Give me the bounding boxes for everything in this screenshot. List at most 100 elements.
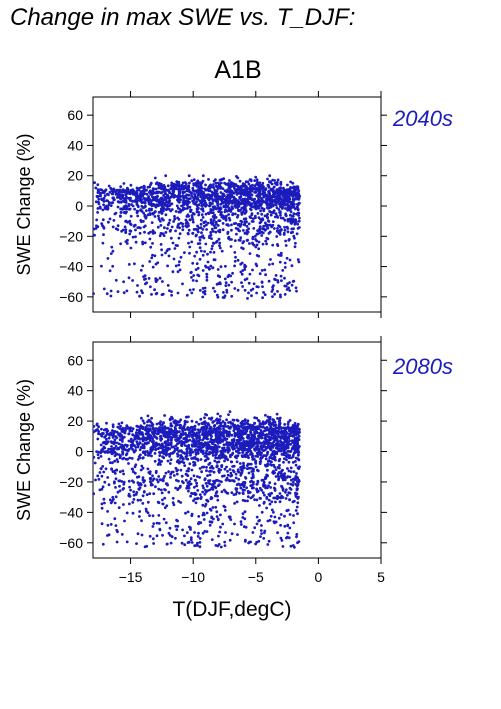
scatter-point: [276, 244, 280, 248]
scatter-point: [135, 440, 139, 443]
scatter-point: [257, 247, 261, 251]
scatter-point: [102, 470, 106, 474]
scatter-point: [135, 433, 139, 436]
scatter-point: [204, 424, 208, 428]
scatter-point: [178, 260, 181, 264]
scatter-point: [237, 478, 241, 481]
scatter-point: [274, 500, 277, 504]
scatter-point: [292, 444, 296, 448]
scatter-point: [211, 266, 215, 270]
scatter-point: [187, 540, 191, 544]
scatter-point: [268, 263, 271, 266]
scatter-point: [264, 457, 268, 461]
scatter-point: [287, 197, 290, 201]
scatter-point: [173, 186, 177, 189]
scatter-point: [288, 498, 291, 502]
scatter-point: [180, 426, 184, 430]
scatter-point: [159, 224, 163, 227]
scatter-point: [147, 471, 151, 474]
scatter-point: [249, 179, 253, 183]
scatter-point: [273, 465, 277, 469]
scatter-point: [280, 469, 283, 473]
scatter-point: [97, 477, 101, 481]
scatter-point: [149, 201, 153, 205]
scatter-point: [128, 229, 132, 233]
scatter-point: [148, 237, 152, 241]
scatter-point: [157, 522, 161, 525]
scatter-point: [150, 256, 154, 260]
scatter-point: [135, 475, 139, 479]
scatter-point: [264, 463, 268, 467]
scatter-point: [212, 198, 216, 202]
scatter-point: [162, 209, 165, 213]
scatter-point: [250, 479, 254, 483]
scatter-point: [286, 183, 289, 187]
scatter-point: [112, 219, 116, 222]
scatter-point: [163, 201, 166, 205]
scatter-point: [241, 241, 245, 245]
scatter-point: [126, 188, 130, 192]
scatter-point: [238, 491, 241, 495]
scatter-point: [265, 242, 268, 246]
scatter-point: [161, 498, 164, 502]
scatter-point: [132, 480, 136, 484]
scatter-point: [225, 290, 229, 294]
scatter-point: [128, 219, 132, 223]
scatter-point: [169, 476, 172, 479]
scatter-point: [254, 245, 258, 249]
scatter-point: [188, 438, 192, 442]
scatter-point: [165, 249, 169, 253]
scatter-point: [157, 514, 161, 517]
scatter-point: [210, 194, 214, 198]
scatter-point: [229, 471, 233, 475]
scatter-point: [110, 445, 113, 448]
scatter-point: [164, 251, 167, 255]
scatter-point: [153, 459, 157, 463]
scatter-point: [214, 453, 218, 457]
scatter-point: [155, 181, 159, 185]
scatter-point: [122, 482, 126, 486]
scatter-point: [196, 459, 200, 462]
scatter-point: [216, 544, 220, 548]
scatter-point: [250, 202, 254, 206]
scatter-point: [211, 454, 215, 457]
scatter-point: [215, 185, 219, 189]
scatter-point: [138, 430, 142, 433]
scatter-point: [147, 418, 151, 422]
scatter-point: [162, 477, 165, 480]
scatter-point: [183, 251, 186, 255]
scatter-point: [196, 230, 200, 234]
scatter-point: [260, 478, 264, 482]
scatter-point: [156, 191, 160, 195]
scatter-point: [172, 474, 176, 477]
scatter-point: [198, 537, 202, 540]
scatter-point: [120, 480, 124, 483]
scatter-point: [267, 493, 271, 496]
scatter-point: [265, 446, 269, 450]
scatter-point: [189, 430, 193, 433]
scatter-point: [263, 529, 267, 533]
scatter-point: [261, 425, 265, 429]
scatter-point: [191, 218, 195, 222]
scatter-point: [268, 502, 272, 506]
scatter-point: [207, 197, 211, 201]
scatter-point: [189, 210, 192, 214]
scatter-point: [221, 187, 225, 191]
scatter-point: [273, 227, 276, 230]
scatter-point: [250, 452, 254, 455]
scatter-point: [276, 279, 280, 282]
scatter-point: [221, 431, 224, 435]
scatter-point: [164, 521, 168, 525]
scatter-point: [232, 222, 236, 226]
scatter-point: [216, 484, 220, 488]
scatter-point: [294, 474, 298, 478]
scatter-point: [204, 220, 207, 224]
scatter-point: [239, 208, 242, 212]
scatter-point: [248, 540, 251, 544]
scatter-point: [97, 425, 100, 429]
scatter-point: [166, 184, 170, 188]
scatter-point: [236, 214, 240, 217]
scatter-point: [246, 419, 250, 423]
scatter-point: [278, 195, 281, 199]
scatter-point: [210, 222, 214, 226]
